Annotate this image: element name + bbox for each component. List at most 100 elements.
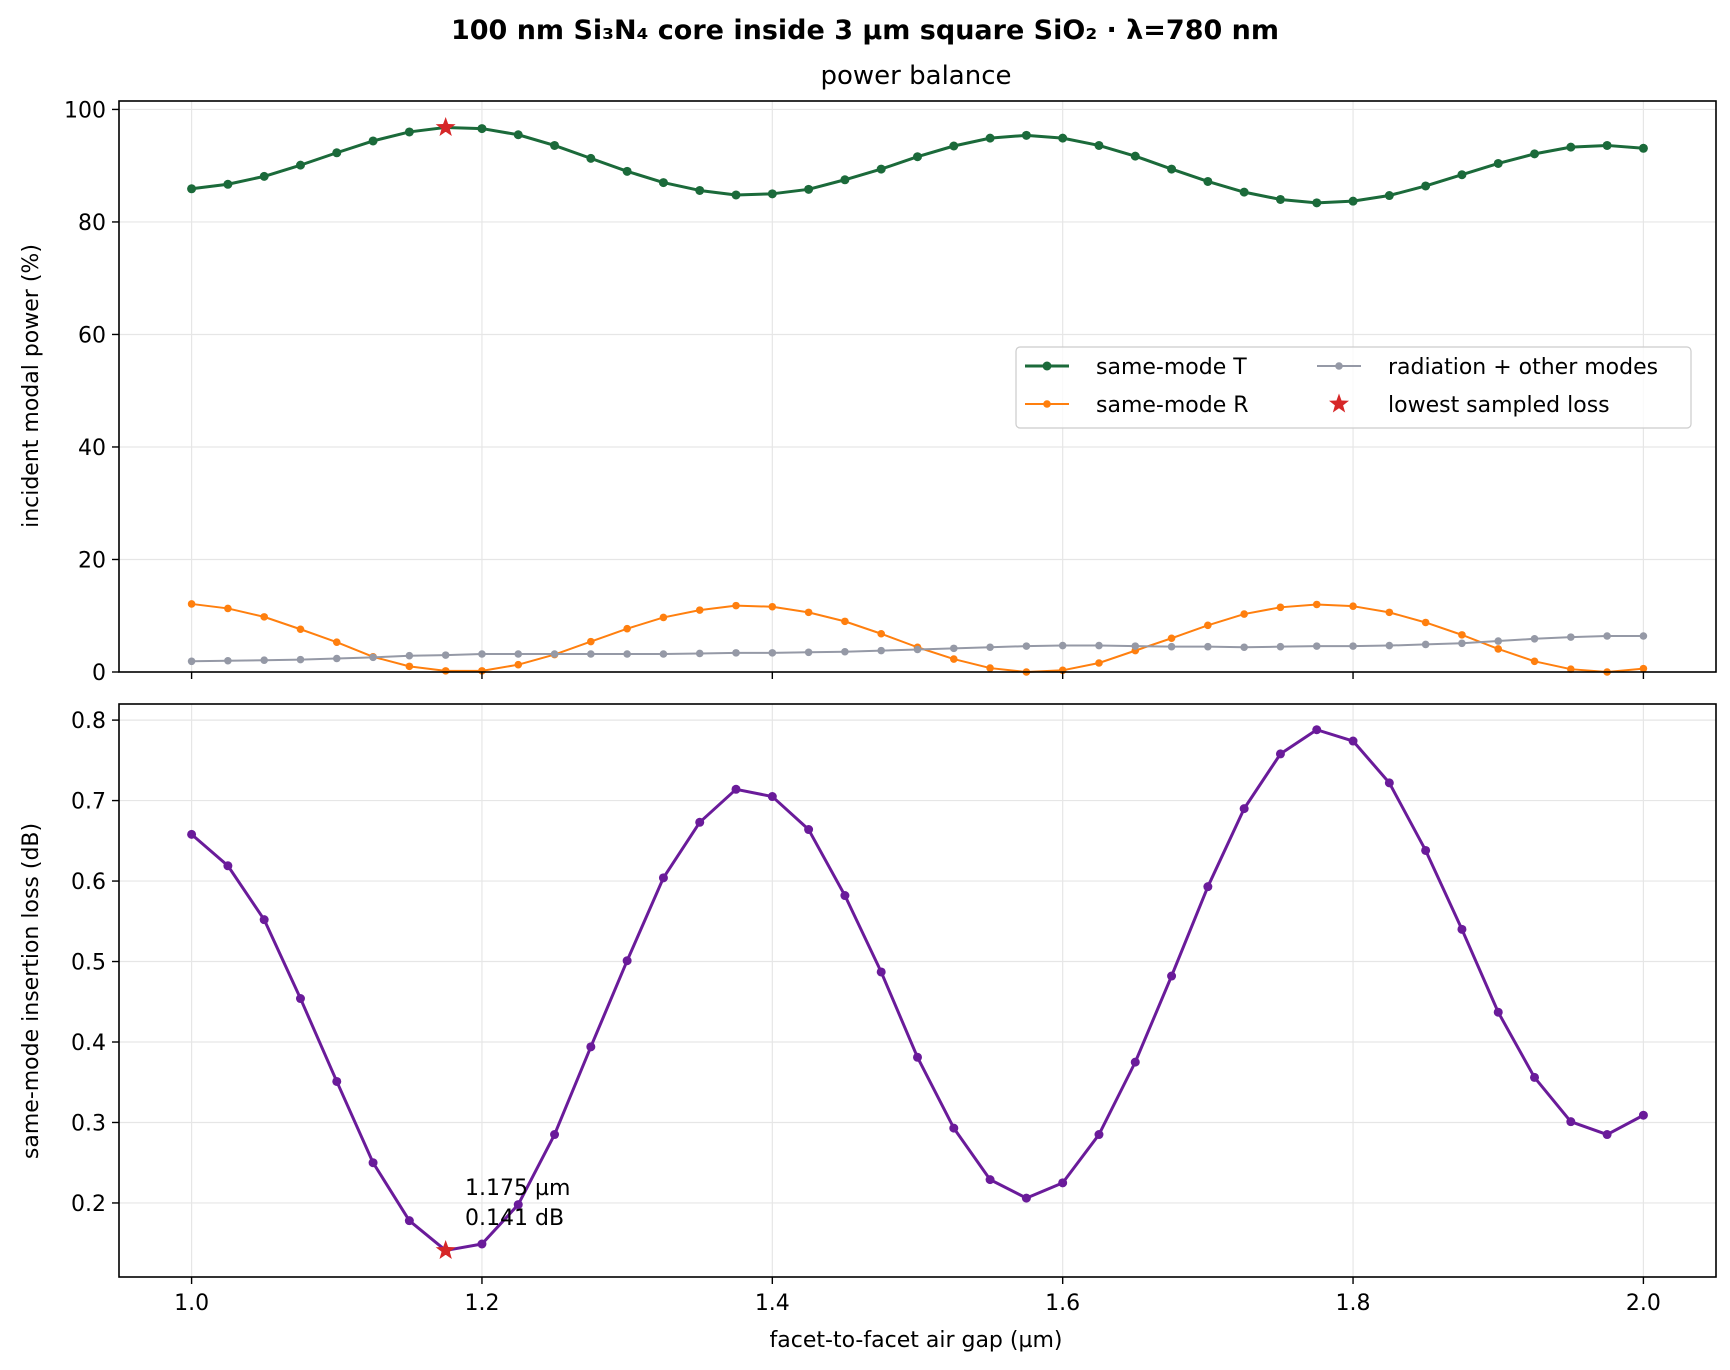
data-point-radiation: [1530, 635, 1539, 643]
data-point-same-mode-r: [587, 637, 595, 646]
bottom-ytick-label: 0.6: [71, 870, 106, 895]
legend-label-same-mode-t: same-mode T: [1096, 355, 1247, 380]
data-point-same-mode-t: [1167, 164, 1177, 174]
data-point-same-mode-t: [550, 140, 560, 150]
data-point-radiation: [224, 656, 232, 665]
data-point-radiation: [1385, 641, 1394, 650]
data-point-same-mode-t: [513, 130, 523, 140]
top-axes-frame: [118, 100, 1717, 673]
data-point-same-mode-r: [260, 613, 268, 621]
data-point-radiation: [1639, 632, 1648, 640]
data-point-insertion-loss: [259, 915, 269, 925]
data-point-radiation: [1058, 641, 1067, 650]
data-point-insertion-loss: [368, 1158, 378, 1168]
data-point-same-mode-t: [1239, 187, 1249, 197]
data-point-insertion-loss: [985, 1175, 995, 1185]
bottom-xtick-label: 1.2: [464, 1291, 499, 1316]
data-point-same-mode-r: [405, 662, 414, 671]
data-point-radiation: [623, 650, 631, 658]
top-ytick-label: 40: [78, 436, 106, 461]
data-point-same-mode-r: [659, 613, 668, 622]
legend-box: [1015, 346, 1692, 429]
data-point-same-mode-r: [1167, 634, 1176, 643]
data-point-insertion-loss: [1239, 804, 1249, 814]
data-point-insertion-loss: [913, 1052, 922, 1062]
data-point-same-mode-t: [1566, 142, 1576, 152]
legend-marker-radiation: [1335, 362, 1343, 370]
data-point-same-mode-t: [1421, 181, 1431, 191]
bottom-ticks: 1.0 1.2 1.4 1.6 1.8 2.0 0.2 0.3 0.4 0.5 0.6 0.7 0.8: [71, 709, 1661, 1316]
data-point-insertion-loss: [477, 1239, 487, 1249]
data-point-insertion-loss: [1021, 1193, 1031, 1203]
top-ticks: 0 20 40 60 80 100: [64, 98, 1645, 686]
data-point-radiation: [1167, 642, 1176, 651]
data-point-same-mode-r: [514, 660, 523, 669]
data-point-same-mode-r: [1349, 602, 1357, 610]
data-point-same-mode-r: [1639, 664, 1648, 673]
data-point-radiation: [841, 647, 849, 656]
bottom-ytick-label: 0.5: [71, 951, 106, 976]
data-point-insertion-loss: [1530, 1072, 1540, 1082]
data-point-same-mode-r: [1385, 608, 1394, 617]
data-point-radiation: [1603, 632, 1611, 640]
data-point-same-mode-r: [224, 604, 232, 613]
data-point-same-mode-t: [622, 166, 632, 176]
data-point-same-mode-r: [986, 664, 994, 672]
legend-label-radiation: radiation + other modes: [1388, 355, 1658, 380]
data-point-same-mode-r: [1312, 600, 1321, 609]
power-balance-panel: power balance 0 20 40 60 80 100 incident moda…: [19, 61, 1717, 686]
data-point-same-mode-r: [1421, 618, 1430, 627]
data-point-radiation: [1131, 642, 1140, 650]
legend-label-same-mode-r: same-mode R: [1096, 393, 1249, 418]
legend-entry-radiation: radiation + other modes: [1317, 355, 1658, 380]
bottom-grid: [119, 704, 1716, 1277]
data-point-radiation: [804, 648, 813, 657]
data-point-same-mode-t: [767, 189, 777, 199]
bottom-lowest-loss-star: [435, 1239, 456, 1259]
data-point-insertion-loss: [513, 1200, 523, 1210]
data-point-insertion-loss: [1602, 1130, 1612, 1140]
data-point-same-mode-r: [1530, 657, 1539, 666]
top-ylabel: incident modal power (%): [19, 244, 44, 528]
data-point-radiation: [1458, 639, 1466, 648]
data-point-same-mode-r: [1567, 665, 1575, 673]
data-point-radiation: [296, 655, 305, 664]
data-point-same-mode-t: [658, 178, 668, 188]
data-point-insertion-loss: [1203, 882, 1213, 892]
data-point-same-mode-t: [1094, 140, 1104, 150]
data-point-radiation: [260, 656, 268, 664]
data-point-insertion-loss: [1493, 1007, 1503, 1017]
series-line-same-mode-t: [191, 125, 1644, 205]
data-point-insertion-loss: [404, 1216, 414, 1226]
data-point-radiation: [1276, 642, 1285, 651]
legend-entry-lowest-loss: lowest sampled loss: [1329, 393, 1610, 418]
data-point-insertion-loss: [223, 861, 233, 871]
legend-marker-lowest-loss-star: [1329, 393, 1349, 413]
data-point-insertion-loss: [1348, 736, 1358, 746]
data-point-same-mode-t: [949, 141, 959, 151]
data-point-radiation: [1421, 640, 1430, 649]
data-point-same-mode-t: [477, 124, 487, 134]
legend-entry-same-mode-t: same-mode T: [1025, 355, 1247, 380]
data-point-same-mode-r: [1494, 645, 1503, 653]
data-point-same-mode-r: [623, 624, 631, 633]
data-point-radiation: [1567, 633, 1575, 641]
data-point-insertion-loss: [550, 1130, 560, 1140]
data-point-radiation: [369, 653, 377, 662]
data-point-same-mode-r: [877, 629, 885, 638]
data-point-insertion-loss: [1312, 725, 1322, 735]
bottom-axes-frame: [118, 703, 1717, 1278]
bottom-ytick-label: 0.8: [71, 709, 106, 734]
data-point-insertion-loss: [332, 1076, 342, 1086]
bottom-xtick-label: 1.8: [1336, 1291, 1371, 1316]
data-point-same-mode-t: [1312, 198, 1322, 208]
data-point-radiation: [1349, 642, 1357, 650]
data-point-insertion-loss: [586, 1042, 596, 1052]
data-point-insertion-loss: [1094, 1130, 1104, 1140]
data-point-insertion-loss: [1384, 778, 1394, 788]
data-point-same-mode-r: [296, 625, 305, 634]
data-point-radiation: [587, 650, 595, 658]
data-point-radiation: [478, 650, 486, 658]
bottom-xtick-label: 2.0: [1626, 1291, 1661, 1316]
